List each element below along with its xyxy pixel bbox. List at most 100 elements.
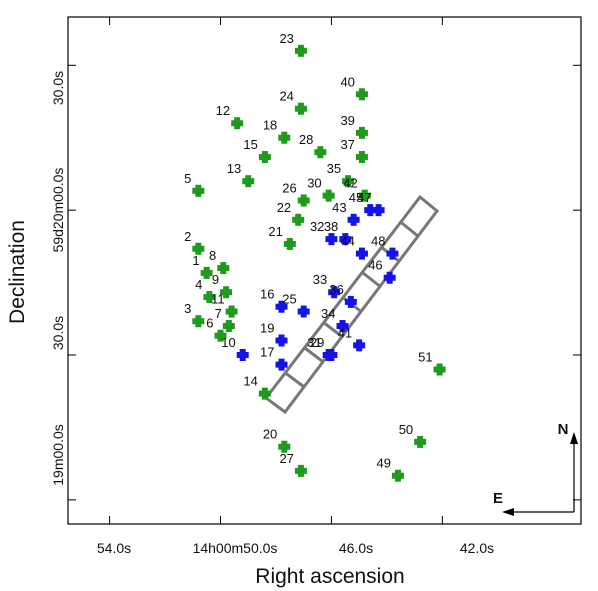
- source-marker-34: [336, 320, 349, 333]
- source-label-31: 31: [307, 335, 321, 350]
- source-marker-32: [325, 233, 338, 246]
- x-tick-label-3: 46.0s: [339, 540, 373, 556]
- east-arrowhead: [502, 508, 514, 516]
- source-marker-41: [353, 339, 366, 352]
- source-label-28: 28: [299, 132, 313, 147]
- source-label-3: 3: [184, 301, 191, 316]
- source-marker-bar-v-51: [436, 363, 443, 376]
- source-label-39: 39: [340, 113, 354, 128]
- source-marker-47: [372, 204, 385, 217]
- source-marker-bar-v-28: [317, 146, 324, 159]
- source-label-50: 50: [399, 422, 413, 437]
- slit-divider-1: [399, 220, 419, 238]
- x-axis-title: Right ascension: [255, 565, 404, 588]
- east-label: E: [493, 490, 503, 507]
- source-marker-bar-v-11: [228, 305, 235, 318]
- source-marker-bar-v-48: [389, 247, 396, 260]
- source-marker-bar-v-37: [358, 151, 365, 164]
- source-marker-bar-v-7: [225, 320, 232, 333]
- source-marker-8: [217, 262, 230, 275]
- source-marker-36: [344, 295, 357, 308]
- source-marker-21: [283, 237, 296, 250]
- source-label-45: 45: [349, 190, 363, 205]
- source-marker-30: [322, 189, 335, 202]
- slit-outline: [263, 194, 440, 415]
- source-label-11: 11: [211, 292, 225, 307]
- source-marker-46: [383, 271, 396, 284]
- source-marker-bar-v-41: [356, 339, 363, 352]
- source-marker-2: [192, 242, 205, 255]
- source-marker-4: [203, 291, 216, 304]
- source-marker-44: [355, 247, 368, 260]
- source-marker-bar-v-12: [234, 117, 241, 130]
- source-marker-bar-v-3: [195, 315, 202, 328]
- source-label-9: 9: [212, 272, 219, 287]
- source-marker-bar-v-47: [375, 204, 382, 217]
- source-marker-17: [275, 358, 288, 371]
- source-marker-26: [297, 194, 310, 207]
- source-marker-bar-v-20: [281, 440, 288, 453]
- source-marker-bar-v-32: [328, 233, 335, 246]
- north-label: N: [558, 421, 569, 438]
- source-marker-bar-v-36: [347, 295, 354, 308]
- y-tick-label-2: 59d20m00.0s: [50, 168, 66, 253]
- source-marker-bar-v-19: [278, 334, 285, 347]
- source-label-30: 30: [307, 176, 321, 191]
- source-marker-50: [414, 435, 427, 448]
- source-marker-38: [339, 233, 352, 246]
- source-label-5: 5: [184, 171, 191, 186]
- source-label-8: 8: [209, 248, 216, 263]
- source-marker-3: [192, 315, 205, 328]
- source-marker-bar-v-50: [417, 435, 424, 448]
- source-label-13: 13: [227, 161, 241, 176]
- source-label-25: 25: [282, 292, 296, 307]
- x-tick-label-2: 14h00m50.0s: [193, 540, 278, 556]
- source-marker-bar-v-5: [195, 184, 202, 197]
- source-marker-24: [294, 102, 307, 115]
- compass-rose: N E: [493, 421, 578, 516]
- source-label-32: 32: [310, 219, 324, 234]
- source-marker-bar-v-21: [286, 237, 293, 250]
- source-label-19: 19: [260, 321, 274, 336]
- source-label-27: 27: [279, 451, 293, 466]
- source-marker-bar-v-22: [295, 213, 302, 226]
- source-label-10: 10: [221, 335, 235, 350]
- source-marker-bar-v-43: [350, 213, 357, 226]
- source-label-44: 44: [340, 234, 354, 249]
- source-label-34: 34: [321, 306, 335, 321]
- source-marker-6: [214, 329, 227, 342]
- source-label-41: 41: [338, 325, 352, 340]
- source-label-21: 21: [268, 224, 282, 239]
- source-marker-31: [322, 349, 335, 361]
- source-label-2: 2: [184, 229, 191, 244]
- source-marker-bar-v-34: [339, 320, 346, 333]
- source-marker-bar-v-26: [300, 194, 307, 207]
- source-marker-bar-v-33: [331, 286, 338, 299]
- source-marker-19: [275, 334, 288, 347]
- source-label-4: 4: [195, 277, 202, 292]
- y-axis-title: Declination: [6, 220, 29, 324]
- source-label-40: 40: [340, 74, 354, 89]
- source-label-33: 33: [313, 272, 327, 287]
- source-marker-48: [386, 247, 399, 260]
- source-marker-bar-v-8: [220, 262, 227, 275]
- y-tick-label-3: 30.0s: [50, 316, 66, 350]
- axis-ticks: [68, 17, 581, 524]
- source-marker-bar-v-35: [345, 175, 352, 188]
- source-marker-37: [355, 151, 368, 164]
- source-marker-bar-v-14: [261, 387, 268, 400]
- source-label-29: 29: [310, 335, 324, 350]
- source-label-15: 15: [243, 137, 257, 152]
- source-label-26: 26: [282, 180, 296, 195]
- source-marker-bar-v-13: [245, 175, 252, 188]
- source-label-17: 17: [260, 345, 274, 360]
- source-label-23: 23: [279, 31, 293, 46]
- source-marker-bar-v-44: [358, 247, 365, 260]
- source-marker-bar-v-10: [239, 349, 246, 361]
- y-tick-label-4: 19m00.0s: [50, 424, 66, 485]
- slit-divider-7: [284, 371, 305, 389]
- source-labels: 1234567891112131415182021222324262728303…: [184, 31, 432, 471]
- source-marker-bar-v-46: [386, 271, 393, 284]
- source-marker-15: [258, 151, 271, 164]
- source-marker-5: [192, 184, 205, 197]
